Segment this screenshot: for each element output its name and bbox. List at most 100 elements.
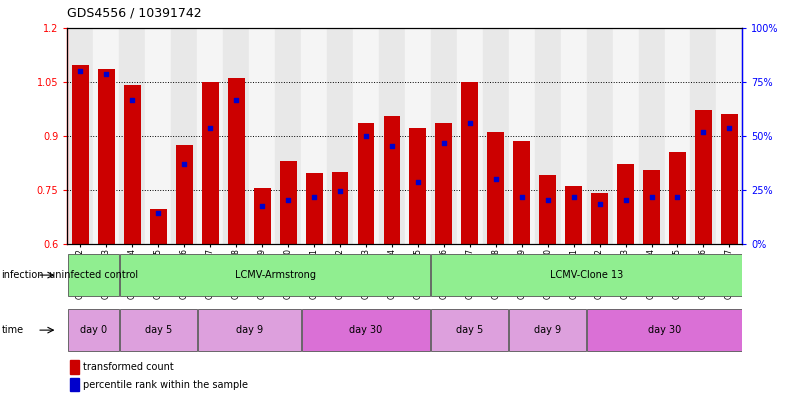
Point <box>360 132 372 139</box>
Point <box>152 210 164 216</box>
Bar <box>435 123 453 244</box>
Bar <box>301 28 327 244</box>
Bar <box>638 28 665 244</box>
Text: GDS4556 / 10391742: GDS4556 / 10391742 <box>67 7 202 20</box>
Point <box>567 194 580 200</box>
Text: uninfected control: uninfected control <box>49 270 138 280</box>
Bar <box>461 81 478 244</box>
Bar <box>379 28 405 244</box>
Point <box>333 188 346 195</box>
Point <box>515 194 528 200</box>
Bar <box>306 173 322 244</box>
Bar <box>617 164 634 244</box>
Text: day 9: day 9 <box>534 325 561 335</box>
Bar <box>357 123 375 244</box>
Bar <box>457 28 483 244</box>
Point <box>437 140 450 146</box>
FancyBboxPatch shape <box>120 254 430 296</box>
Point <box>282 197 295 204</box>
Bar <box>119 28 145 244</box>
Bar <box>175 145 193 244</box>
FancyBboxPatch shape <box>302 309 430 351</box>
Point <box>126 96 139 103</box>
Bar <box>513 141 530 244</box>
Bar <box>592 193 608 244</box>
Bar <box>327 28 353 244</box>
Bar <box>431 28 457 244</box>
Text: infection: infection <box>2 270 44 280</box>
Bar <box>67 28 94 244</box>
Point <box>697 129 710 135</box>
Bar <box>276 28 301 244</box>
Point <box>646 194 658 200</box>
Bar <box>539 175 556 244</box>
FancyBboxPatch shape <box>588 309 742 351</box>
Bar <box>254 188 271 244</box>
Point <box>100 71 113 77</box>
FancyBboxPatch shape <box>509 309 586 351</box>
Bar <box>716 28 742 244</box>
Text: day 30: day 30 <box>648 325 681 335</box>
Bar <box>353 28 379 244</box>
Bar <box>72 65 89 244</box>
Point <box>256 203 268 209</box>
Text: day 0: day 0 <box>80 325 107 335</box>
FancyBboxPatch shape <box>68 254 119 296</box>
Point <box>619 197 632 204</box>
Bar <box>405 28 431 244</box>
FancyBboxPatch shape <box>431 254 742 296</box>
Text: percentile rank within the sample: percentile rank within the sample <box>83 380 248 389</box>
Bar <box>587 28 613 244</box>
Bar <box>384 116 400 244</box>
FancyBboxPatch shape <box>120 309 197 351</box>
Point <box>74 68 87 74</box>
Text: day 5: day 5 <box>457 325 484 335</box>
Bar <box>613 28 638 244</box>
Point <box>411 179 424 185</box>
Bar <box>145 28 172 244</box>
Bar <box>721 114 738 244</box>
Bar <box>561 28 587 244</box>
Text: time: time <box>2 325 24 335</box>
Point <box>671 194 684 200</box>
FancyBboxPatch shape <box>431 309 508 351</box>
Point <box>464 120 476 126</box>
Point <box>593 201 606 207</box>
Text: LCMV-Armstrong: LCMV-Armstrong <box>235 270 316 280</box>
Bar <box>483 28 509 244</box>
Bar <box>223 28 249 244</box>
Point <box>489 176 502 182</box>
Bar <box>202 81 218 244</box>
Bar <box>172 28 197 244</box>
Text: day 30: day 30 <box>349 325 383 335</box>
FancyBboxPatch shape <box>68 309 119 351</box>
Bar <box>124 85 141 244</box>
Bar <box>534 28 561 244</box>
Bar <box>665 28 691 244</box>
Point <box>386 143 399 149</box>
Bar <box>332 172 349 244</box>
Text: day 9: day 9 <box>236 325 263 335</box>
Bar <box>150 209 167 244</box>
Bar <box>488 132 504 244</box>
Bar <box>249 28 276 244</box>
Point <box>308 194 321 200</box>
Text: day 5: day 5 <box>145 325 172 335</box>
Bar <box>410 129 426 244</box>
Bar <box>94 28 119 244</box>
Point <box>204 125 217 132</box>
Bar <box>565 186 582 244</box>
Text: transformed count: transformed count <box>83 362 174 372</box>
Bar <box>643 170 660 244</box>
Point <box>542 197 554 204</box>
Point <box>723 125 736 132</box>
Bar <box>509 28 534 244</box>
Bar <box>279 161 297 244</box>
Bar <box>669 152 686 244</box>
Bar <box>695 110 712 244</box>
Point <box>230 96 243 103</box>
Bar <box>70 378 79 391</box>
Text: LCMV-Clone 13: LCMV-Clone 13 <box>550 270 623 280</box>
FancyBboxPatch shape <box>198 309 301 351</box>
Bar <box>98 69 115 244</box>
